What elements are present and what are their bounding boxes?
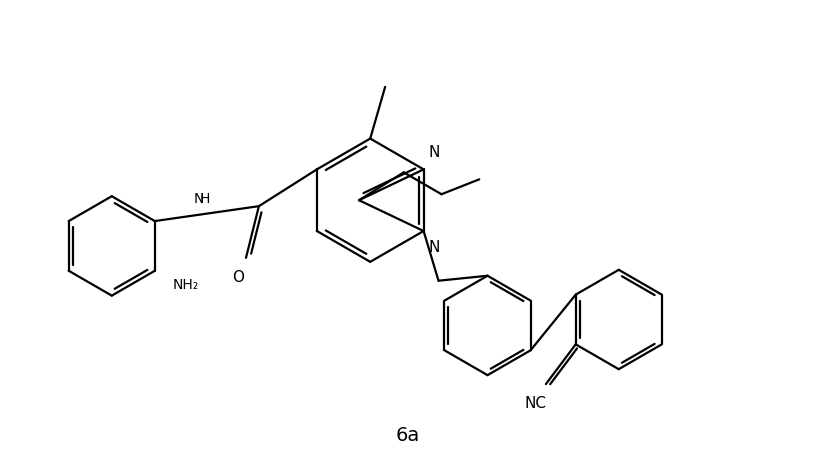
Text: N: N — [194, 192, 204, 205]
Text: H: H — [199, 192, 210, 205]
Text: NH₂: NH₂ — [172, 278, 199, 292]
Text: N: N — [429, 240, 440, 255]
Text: O: O — [232, 270, 244, 285]
Text: NC: NC — [525, 396, 547, 411]
Text: N: N — [429, 146, 440, 161]
Text: 6a: 6a — [396, 426, 420, 445]
